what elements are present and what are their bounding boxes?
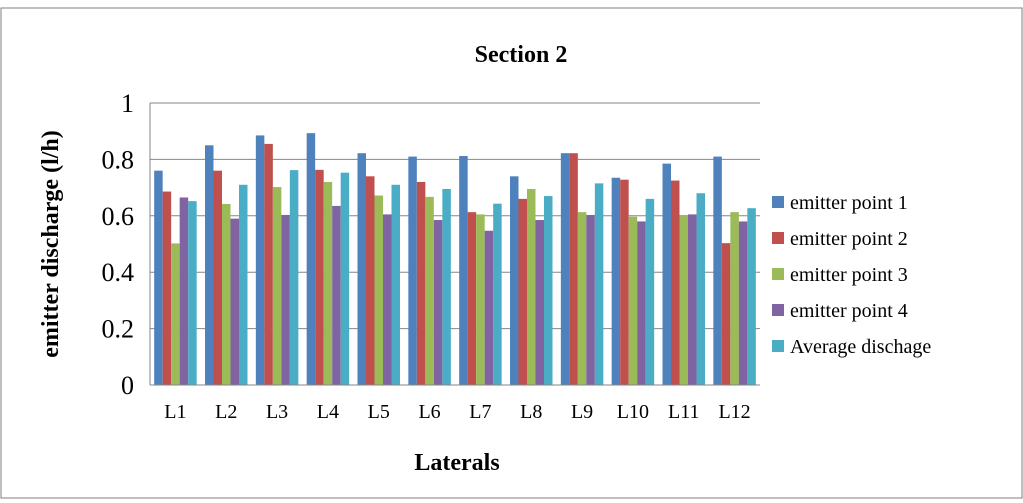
bar: [620, 179, 629, 385]
bar: [383, 214, 392, 385]
x-axis-tick-labels: L1 L2 L3 L4 L5 L6 L7 L8 L9 L10 L11 L12: [164, 401, 750, 423]
bar: [662, 163, 671, 385]
bar: [205, 145, 214, 385]
bar: [162, 191, 172, 385]
bar: [332, 205, 341, 385]
bar: [315, 169, 324, 385]
bar: [518, 198, 527, 385]
bar: [594, 183, 604, 385]
x-tick-label: L4: [317, 401, 339, 423]
bar: [476, 214, 485, 385]
bar: [366, 176, 375, 385]
bar: [535, 220, 544, 385]
bar: [391, 184, 400, 385]
bar: [264, 143, 273, 385]
bar: [730, 212, 739, 385]
bar: [713, 156, 722, 385]
bar: [171, 243, 180, 385]
bar: [671, 180, 680, 385]
bars: [154, 133, 756, 385]
y-tick-label: 0.4: [102, 258, 135, 287]
bar: [222, 203, 231, 385]
bar: [484, 230, 494, 385]
bar: [459, 156, 468, 385]
x-tick-label: L10: [617, 401, 649, 423]
y-tick-label: 0: [121, 371, 134, 400]
x-tick-label: L7: [469, 401, 491, 423]
x-tick-label: L3: [266, 401, 288, 423]
bar: [628, 216, 638, 385]
bar: [425, 196, 434, 385]
x-tick-label: L11: [668, 401, 699, 423]
x-tick-label: L9: [571, 401, 593, 423]
y-axis-label: emitter discharge (l/h): [38, 130, 64, 358]
bar: [586, 214, 595, 385]
legend-swatch: [772, 268, 784, 280]
bar: [527, 189, 536, 385]
y-tick-label: 0.6: [102, 202, 135, 231]
bar: [239, 184, 248, 385]
bar: [696, 193, 705, 385]
legend-swatch: [772, 232, 784, 244]
bar: [493, 203, 502, 385]
x-tick-label: L12: [718, 401, 750, 423]
legend-label: emitter point 1: [790, 192, 908, 214]
bar: [688, 214, 697, 385]
bar: [306, 133, 316, 385]
bar: [213, 170, 222, 385]
y-tick-label: 1: [121, 89, 134, 118]
bar: [544, 196, 553, 385]
legend-label: emitter point 3: [790, 264, 908, 286]
bar: [645, 198, 655, 385]
chart-title: Section 2: [475, 42, 568, 68]
bar: [272, 187, 282, 385]
x-tick-label: L8: [520, 401, 542, 423]
y-tick-label: 0.2: [102, 315, 135, 344]
bar: [611, 177, 621, 385]
legend-label: emitter point 4: [790, 300, 908, 322]
bar: [747, 208, 756, 385]
bar: [374, 195, 383, 385]
bar: [721, 243, 731, 385]
bar: [188, 201, 197, 385]
bar: [408, 156, 417, 385]
x-tick-label: L2: [215, 401, 237, 423]
bar: [467, 212, 477, 385]
x-axis-label: Laterals: [414, 450, 499, 476]
bar: [255, 135, 265, 385]
legend: emitter point 1 emitter point 2 emitter po…: [772, 192, 931, 358]
legend-label: emitter point 2: [790, 228, 908, 250]
legend-swatch: [772, 340, 784, 352]
bar: [577, 212, 587, 385]
gridlines: [150, 102, 760, 330]
bar: [679, 214, 688, 385]
bar: [357, 153, 366, 385]
legend-swatch: [772, 304, 784, 316]
bar: [281, 214, 290, 385]
bar: [230, 218, 239, 385]
y-tick-label: 0.8: [102, 145, 135, 174]
x-tick-label: L6: [418, 401, 440, 423]
bar: [569, 153, 578, 385]
legend-swatch: [772, 196, 784, 208]
bar: [289, 170, 299, 385]
bar: [154, 170, 163, 385]
bar: [560, 153, 570, 385]
bar: [637, 221, 646, 385]
bar: [510, 176, 519, 385]
bar: [738, 221, 748, 385]
x-tick-label: L5: [368, 401, 390, 423]
x-tick-label: L1: [164, 401, 186, 423]
bar: [340, 172, 350, 385]
bar: [433, 220, 443, 385]
bar: [442, 189, 451, 385]
bar: [416, 181, 426, 385]
axes: [149, 103, 760, 386]
bar: [323, 181, 333, 385]
legend-label: Average dischage: [790, 336, 931, 358]
y-axis-tick-labels: 0 0.2 0.4 0.6 0.8 1: [102, 89, 135, 400]
bar: [179, 197, 189, 385]
